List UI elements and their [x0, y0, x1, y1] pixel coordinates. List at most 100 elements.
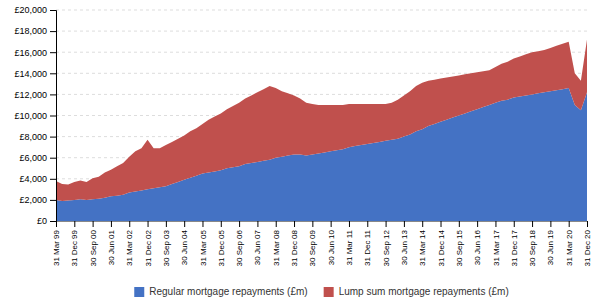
x-tick-label: 31 Mar 02	[125, 229, 134, 266]
x-tick: 31 Mar 14	[418, 221, 427, 266]
y-tick-mark	[50, 221, 56, 222]
y-tick-mark	[50, 31, 56, 32]
x-tick-mark	[495, 221, 496, 227]
x-tick: 30 Jun 10	[327, 221, 336, 265]
x-tick-label: 31 Mar 14	[418, 229, 427, 266]
x-tick-mark	[111, 221, 112, 227]
y-tick-label: £2,000	[19, 195, 47, 205]
legend: Regular mortgage repayments (£m) Lump sum…	[134, 286, 508, 297]
x-tick-mark	[74, 221, 75, 227]
x-tick: 30 Jun 13	[400, 221, 409, 265]
y-tick-label: £20,000	[14, 5, 47, 15]
x-tick: 31 Dec 17	[510, 221, 519, 266]
x-tick-label: 30 Sep 12	[382, 229, 391, 266]
x-axis: 31 Mar 99 31 Dec 99 30 Sep 00 30 Jun 01 31 M…	[52, 221, 592, 266]
x-tick-mark	[422, 221, 423, 227]
x-tick-label: 30 Sep 00	[89, 229, 98, 266]
x-tick-label: 31 Mar 05	[199, 229, 208, 266]
plot: 31 Mar 99 31 Dec 99 30 Sep 00 30 Jun 01 31 M…	[14, 5, 592, 266]
x-tick-label: 30 Jun 04	[180, 229, 189, 265]
x-tick-mark	[367, 221, 368, 227]
y-tick: £20,000	[14, 5, 56, 15]
x-tick-mark	[202, 221, 203, 227]
x-tick: 31 Mar 08	[272, 221, 281, 266]
legend-item: Lump sum mortgage repayments (£m)	[324, 286, 509, 297]
y-axis: £0 £2,000 £4,000 £6,000 £8,000 £10,000 £12,000…	[14, 5, 56, 226]
x-tick: 30 Sep 09	[308, 221, 317, 266]
y-tick-mark	[50, 137, 56, 138]
x-tick: 31 Dec 20	[583, 221, 592, 266]
x-tick-mark	[514, 221, 515, 227]
y-tick-label: £16,000	[14, 48, 47, 58]
x-tick-mark	[532, 221, 533, 227]
legend-swatch	[324, 287, 334, 297]
x-tick-mark	[312, 221, 313, 227]
legend-label: Regular mortgage repayments (£m)	[149, 286, 307, 297]
y-tick-label: £14,000	[14, 69, 47, 79]
y-tick-label: £8,000	[19, 132, 47, 142]
x-tick: 30 Sep 03	[162, 221, 171, 266]
y-tick-mark	[50, 200, 56, 201]
x-tick-mark	[221, 221, 222, 227]
y-tick: £10,000	[14, 111, 56, 121]
legend-swatch	[134, 287, 144, 297]
x-tick: 31 Dec 11	[363, 221, 372, 266]
x-tick: 31 Dec 14	[437, 221, 446, 266]
y-tick-mark	[50, 179, 56, 180]
x-tick-label: 30 Jun 13	[400, 229, 409, 265]
x-tick-label: 30 Jun 10	[327, 229, 336, 265]
x-tick: 30 Sep 15	[455, 221, 464, 266]
x-tick-label: 31 Mar 11	[345, 229, 354, 265]
y-tick-label: £12,000	[14, 90, 47, 100]
x-tick-label: 30 Jun 07	[253, 229, 262, 265]
x-tick: 30 Sep 00	[89, 221, 98, 266]
grid-line	[56, 10, 587, 11]
y-axis-line	[50, 11, 57, 222]
x-tick-label: 31 Mar 20	[565, 229, 574, 266]
x-tick: 31 Dec 99	[70, 221, 79, 266]
x-tick: 30 Jun 07	[253, 221, 262, 265]
x-tick-mark	[587, 221, 588, 227]
area	[56, 40, 587, 201]
areas	[56, 40, 587, 221]
x-tick: 31 Mar 11	[345, 221, 354, 265]
x-tick: 31 Mar 17	[492, 221, 501, 266]
x-tick-label: 31 Dec 05	[217, 229, 226, 266]
x-tick-mark	[93, 221, 94, 227]
y-tick-mark	[50, 158, 56, 159]
x-tick-mark	[294, 221, 295, 227]
x-tick-mark	[276, 221, 277, 227]
x-tick: 30 Sep 06	[235, 221, 244, 266]
x-tick-label: 31 Mar 08	[272, 229, 281, 266]
x-tick-mark	[441, 221, 442, 227]
x-tick-label: 30 Sep 18	[528, 229, 537, 266]
y-tick: £14,000	[14, 69, 56, 79]
x-tick: 30 Jun 04	[180, 221, 189, 265]
x-tick-label: 30 Sep 09	[308, 229, 317, 266]
x-tick-label: 31 Dec 20	[583, 229, 592, 266]
x-tick-mark	[129, 221, 130, 227]
x-axis-line	[57, 222, 588, 228]
x-tick: 31 Dec 05	[217, 221, 226, 266]
y-tick-label: £4,000	[19, 174, 47, 184]
y-tick-mark	[50, 10, 56, 11]
x-tick-label: 30 Sep 06	[235, 229, 244, 266]
y-tick-label: £18,000	[14, 26, 47, 36]
x-tick: 31 Mar 05	[199, 221, 208, 266]
x-tick-label: 31 Dec 14	[437, 229, 446, 266]
y-tick-label: £6,000	[19, 153, 47, 163]
x-tick-mark	[184, 221, 185, 227]
x-tick-mark	[569, 221, 570, 227]
y-tick-label: £0	[37, 216, 47, 226]
x-tick-label: 31 Dec 11	[363, 229, 372, 265]
x-tick: 30 Sep 18	[528, 221, 537, 266]
x-tick-label: 31 Mar 99	[52, 229, 61, 266]
chart: 31 Mar 99 31 Dec 99 30 Sep 00 30 Jun 01 31 M…	[0, 0, 603, 301]
x-tick-mark	[550, 221, 551, 227]
x-tick-mark	[477, 221, 478, 227]
x-tick: 30 Jun 01	[107, 221, 116, 265]
legend-item: Regular mortgage repayments (£m)	[134, 286, 307, 297]
y-tick: £12,000	[14, 90, 56, 100]
x-tick-label: 31 Mar 17	[492, 229, 501, 266]
y-tick: £0	[37, 216, 56, 226]
